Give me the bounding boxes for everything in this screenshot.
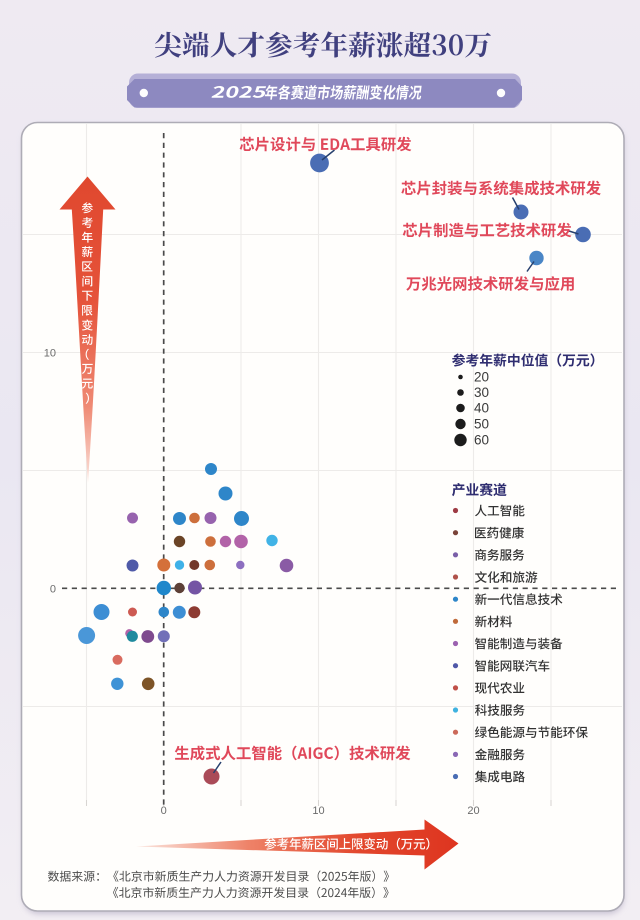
- svg-text:40: 40: [474, 401, 489, 416]
- svg-text:50: 50: [474, 417, 489, 432]
- svg-text:0: 0: [50, 584, 56, 596]
- svg-text:60: 60: [474, 433, 489, 448]
- svg-text:0: 0: [161, 805, 167, 817]
- svg-text:10: 10: [312, 805, 324, 817]
- svg-text:10: 10: [44, 348, 56, 360]
- svg-text:20: 20: [474, 370, 489, 385]
- svg-text:30: 30: [474, 385, 489, 400]
- svg-text:20: 20: [467, 805, 479, 817]
